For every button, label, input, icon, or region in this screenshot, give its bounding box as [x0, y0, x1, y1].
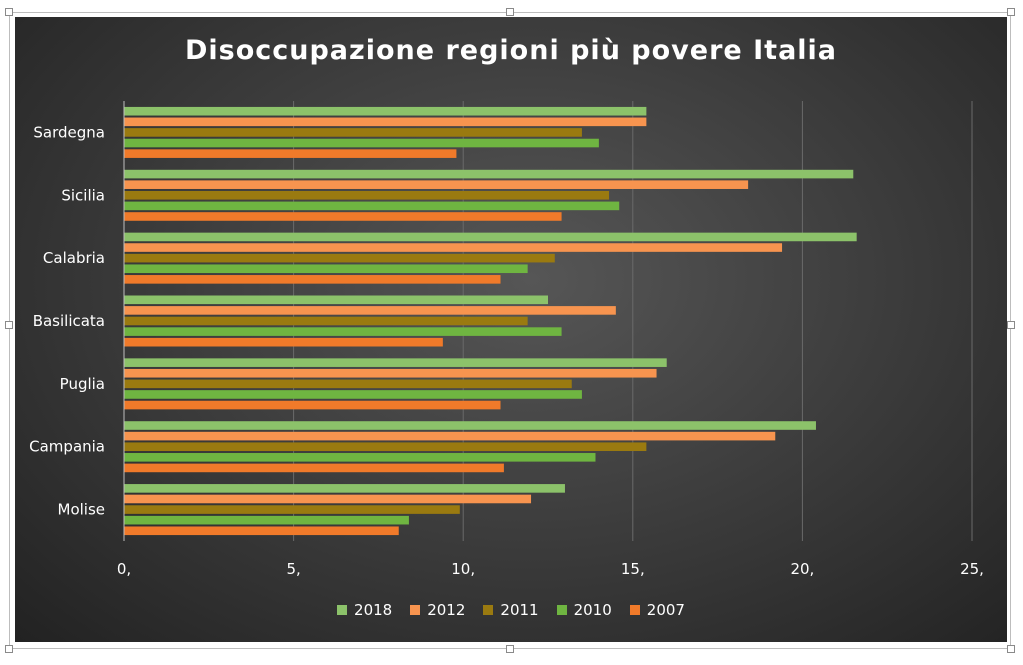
x-tick-label: 20,	[790, 560, 814, 578]
bar-calabria-2018	[124, 232, 857, 242]
bar-molise-2012	[124, 494, 532, 504]
resize-handle-top-right[interactable]	[1007, 8, 1015, 16]
legend-swatch	[337, 605, 348, 615]
legend-swatch	[629, 605, 640, 615]
legend-swatch	[483, 605, 494, 615]
resize-handle-bottom-left[interactable]	[5, 645, 13, 653]
bar-calabria-2010	[124, 264, 528, 274]
bar-campania-2010	[124, 453, 596, 462]
legend-label: 2007	[646, 601, 685, 619]
legend-label: 2010	[573, 601, 612, 619]
legend-item-2012[interactable]: 2012	[410, 601, 465, 619]
resize-handle-bottom-center[interactable]	[506, 645, 514, 653]
category-label: Puglia	[60, 375, 105, 393]
x-tick-label: 5,	[286, 560, 300, 578]
legend-label: 2012	[427, 601, 466, 619]
bar-calabria-2011	[124, 253, 555, 263]
bar-molise-2010	[124, 515, 409, 525]
legend-item-2010[interactable]: 2010	[556, 601, 612, 619]
bar-puglia-2010	[124, 390, 582, 399]
category-label: Calabria	[43, 249, 105, 267]
bar-molise-2011	[124, 505, 460, 514]
bar-puglia-2011	[124, 379, 572, 389]
bar-basilicata-2018	[124, 295, 548, 305]
bar-sicilia-2011	[124, 190, 610, 200]
bar-calabria-2012	[124, 243, 783, 252]
category-label: Basilicata	[33, 312, 105, 330]
bar-calabria-2007	[124, 275, 501, 284]
bar-puglia-2018	[124, 358, 667, 367]
resize-handle-middle-left[interactable]	[5, 321, 13, 329]
x-tick-label: 0,	[117, 560, 131, 578]
category-label: Molise	[58, 501, 106, 519]
legend-item-2007[interactable]: 2007	[629, 601, 685, 619]
bar-puglia-2007	[124, 400, 501, 410]
bar-sardegna-2011	[124, 128, 582, 137]
resize-handle-middle-right[interactable]	[1007, 321, 1015, 329]
legend[interactable]: 2018 2012 2011 2010 2007	[15, 601, 1007, 619]
bar-basilicata-2012	[124, 306, 616, 315]
resize-handle-top-center[interactable]	[506, 8, 514, 16]
bar-campania-2012	[124, 431, 776, 441]
resize-handle-top-left[interactable]	[5, 8, 13, 16]
bar-sicilia-2012	[124, 180, 749, 189]
bar-sardegna-2010	[124, 138, 599, 148]
resize-handle-bottom-right[interactable]	[1007, 645, 1015, 653]
legend-item-2018[interactable]: 2018	[337, 601, 392, 619]
bar-sardegna-2007	[124, 149, 457, 158]
bar-campania-2007	[124, 463, 504, 473]
bar-sicilia-2007	[124, 212, 562, 221]
plot-area: Sardegna Sicilia Calabria Basilicata Puglia C…	[29, 101, 984, 578]
bar-basilicata-2010	[124, 327, 562, 336]
legend-swatch	[410, 605, 421, 615]
bar-sicilia-2018	[124, 169, 854, 179]
x-tick-label: 10,	[451, 560, 475, 578]
category-label: Campania	[29, 438, 105, 456]
legend-label: 2018	[354, 601, 393, 619]
legend-label: 2011	[500, 601, 539, 619]
bar-campania-2018	[124, 421, 816, 430]
bar-molise-2007	[124, 526, 399, 536]
bar-basilicata-2011	[124, 316, 528, 326]
x-tick-label: 25,	[960, 560, 984, 578]
bar-basilicata-2007	[124, 337, 443, 347]
legend-item-2011[interactable]: 2011	[483, 601, 539, 619]
bar-sardegna-2012	[124, 117, 647, 127]
category-label: Sicilia	[61, 186, 105, 204]
bar-sicilia-2010	[124, 201, 620, 211]
category-label: Sardegna	[33, 123, 105, 141]
chart-title: Disoccupazione regioni più povere Italia	[184, 35, 838, 66]
bar-puglia-2012	[124, 368, 657, 378]
legend-swatch	[556, 605, 567, 615]
x-tick-label: 15,	[621, 560, 645, 578]
bar-campania-2011	[124, 442, 647, 452]
chart-area[interactable]: Disoccupazione regioni più povere Italia…	[15, 17, 1007, 642]
bar-sardegna-2018	[124, 106, 647, 116]
bar-molise-2018	[124, 484, 565, 493]
